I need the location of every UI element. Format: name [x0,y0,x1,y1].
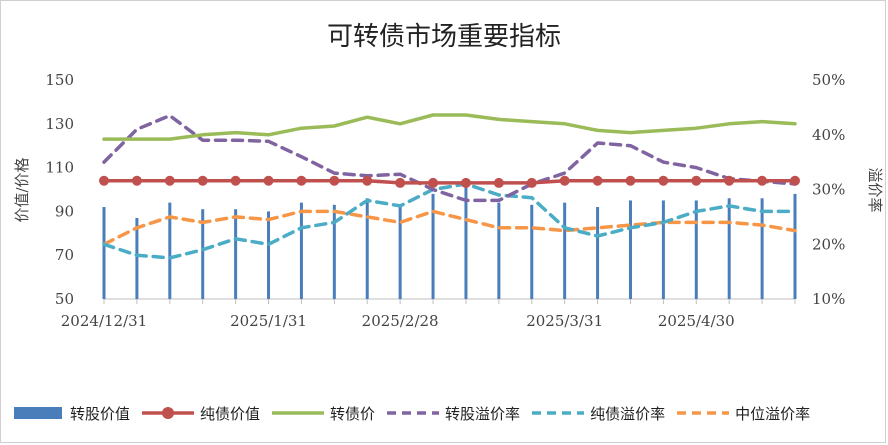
x-tick-label: 2025/3/31 [526,312,603,330]
bar-conversion-value [201,209,205,299]
bar-conversion-value [694,200,698,299]
bond-value-point [592,175,603,186]
legend-item: 转债价 [270,403,375,424]
bond-value-point [526,177,537,188]
legend-item: 转股溢价率 [385,403,520,424]
y-left-tick-label: 70 [55,246,74,264]
bar-conversion-value [497,202,501,299]
legend-label: 纯债价值 [200,404,261,423]
series-bond-premium-line [102,182,797,260]
bond-value-point [263,175,274,186]
x-tick-label: 2024/12/31 [61,312,147,330]
legend-swatch [142,407,195,419]
bar-conversion-value [299,202,303,299]
bar-conversion-value [168,202,172,299]
bond-value-point [296,175,307,186]
chart-title: 可转债市场重要指标 [326,22,561,52]
y-left-tick-label: 110 [45,159,74,177]
y-right-tick-label: 10% [812,290,845,308]
bond-value-point [329,175,340,186]
bar-conversion-value [727,198,731,299]
bond-value-point [131,175,142,186]
bar-conversion-value [365,198,369,299]
bond-value-point [460,177,471,188]
legend-swatch [532,411,585,415]
series-bond-value-line [102,178,797,185]
bond-value-point [724,175,735,186]
bar-conversion-value [563,202,567,299]
legend-item: 转股价值 [10,403,130,424]
y-right-tick-label: 20% [812,235,845,253]
y-left-tick-label: 90 [55,202,74,220]
legend-swatch [677,411,730,415]
y-left-tick-label: 150 [45,71,74,89]
series-conversion-premium-line [102,113,797,203]
bond-value-point [99,175,109,186]
y-right-axis-title: 溢价率 [866,167,884,212]
bond-value-point [658,175,669,186]
bar-conversion-value [661,200,665,299]
bar-conversion-value [234,209,238,299]
bond-value-point [757,175,768,186]
bond-value-point [164,175,175,186]
legend-label: 转股溢价率 [445,404,521,423]
legend-swatch [387,411,440,415]
bar-conversion-value [760,198,764,299]
bond-value-point [559,175,570,186]
bar-conversion-value [332,204,336,299]
x-tick-label: 2025/4/30 [658,312,735,330]
y-right-tick-label: 50% [812,71,845,89]
bar-conversion-value [398,204,402,299]
bond-value-point [691,175,702,186]
chart-legend: 转股价值 纯债价值 转债价 转股溢价率 纯债溢价率 中位溢价率 [10,398,888,428]
bond-value-point [362,175,373,186]
legend-label: 纯债溢价率 [590,404,666,423]
bond-value-point [197,175,208,186]
x-tick-label: 2025/2/28 [362,312,439,330]
y-right-tick-label: 40% [812,126,845,144]
series-median-premium-line [102,209,797,247]
legend-item: 纯债价值 [140,403,260,424]
bar-conversion-value [431,193,435,299]
bond-value-point [625,175,636,186]
bond-value-point [790,175,800,186]
x-tick-label: 2025/1/31 [230,312,307,330]
legend-label: 转债价 [330,404,376,423]
bar-conversion-value [793,193,797,299]
y-left-tick-label: 50 [55,290,74,308]
bond-value-point [428,177,439,188]
y-left-tick-label: 130 [45,115,74,133]
bond-value-point [230,175,241,186]
y-right-tick-label: 30% [812,181,845,199]
legend-item: 纯债溢价率 [530,403,665,424]
legend-label: 中位溢价率 [735,404,811,423]
bar-conversion-value [135,217,139,299]
bar-conversion-value [530,204,534,299]
bar-conversion-value [596,207,600,299]
legend-swatch [14,407,62,419]
bar-conversion-value [267,211,271,299]
bar-conversion-value [102,207,106,299]
legend-label: 转股价值 [70,404,131,423]
y-left-axis-title: 价值/价格 [13,157,31,222]
bar-conversion-value [464,187,468,299]
bond-value-point [395,177,406,188]
legend-swatch [272,411,325,415]
series-bond-price-line [102,113,797,141]
bar-conversion-value [628,200,632,299]
bond-value-point [493,177,504,188]
legend-item: 中位溢价率 [675,403,810,424]
